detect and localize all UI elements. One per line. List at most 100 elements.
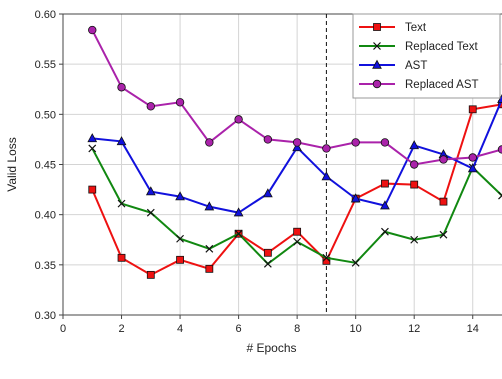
data-point bbox=[410, 160, 419, 169]
marker-stroke bbox=[498, 194, 502, 200]
series-replaced-text bbox=[88, 144, 502, 268]
data-point bbox=[205, 138, 214, 147]
marker-stroke bbox=[351, 258, 360, 267]
data-point bbox=[380, 200, 390, 210]
data-point bbox=[380, 138, 390, 147]
data-point bbox=[146, 102, 155, 111]
data-point bbox=[467, 163, 478, 173]
data-point bbox=[351, 138, 360, 147]
series-ast bbox=[87, 93, 502, 217]
marker-stroke bbox=[381, 227, 389, 236]
data-point bbox=[293, 227, 302, 236]
x-tick-label: 2 bbox=[118, 323, 124, 335]
series-replaced-ast bbox=[88, 25, 502, 169]
data-point bbox=[146, 208, 155, 217]
y-tick-label: 0.50 bbox=[35, 109, 56, 121]
series-text bbox=[88, 100, 502, 279]
data-point bbox=[175, 191, 185, 201]
marker-stroke bbox=[373, 42, 381, 50]
data-point bbox=[468, 105, 477, 114]
data-point bbox=[263, 259, 272, 268]
x-tick-label: 4 bbox=[177, 323, 183, 335]
legend-item: Text bbox=[359, 22, 427, 34]
legend-item: Replaced Text bbox=[359, 41, 478, 53]
data-point bbox=[87, 133, 98, 143]
marker-stroke bbox=[146, 208, 155, 217]
legend-label: Text bbox=[405, 22, 427, 34]
marker-stroke bbox=[88, 144, 97, 153]
data-point bbox=[117, 83, 126, 92]
axes: 0.30 0.35 0.40 0.45 0.50 0.55 0.60 0 2 4 6 8 10 12 14 bbox=[35, 9, 502, 335]
x-tick-label: 6 bbox=[236, 323, 242, 335]
legend-label: Replaced AST bbox=[405, 79, 479, 91]
data-point bbox=[439, 197, 448, 206]
data-point bbox=[381, 227, 389, 236]
data-point bbox=[262, 188, 273, 198]
y-tick-label: 0.55 bbox=[35, 59, 56, 71]
y-tick-label: 0.35 bbox=[35, 260, 56, 272]
data-point bbox=[205, 264, 214, 273]
y-axis-label: Valid Loss bbox=[5, 137, 19, 191]
y-tick-label: 0.45 bbox=[35, 160, 56, 172]
data-point bbox=[322, 253, 331, 262]
marker-stroke bbox=[293, 237, 302, 246]
data-point bbox=[204, 201, 215, 211]
marker-stroke bbox=[322, 253, 331, 262]
data-point bbox=[410, 180, 419, 189]
data-point bbox=[88, 144, 97, 153]
legend: Text Replaced Text AST Replaced AST bbox=[352, 13, 501, 99]
y-tick-label: 0.60 bbox=[35, 9, 56, 21]
data-point bbox=[263, 135, 273, 144]
data-point bbox=[372, 79, 382, 89]
data-point bbox=[117, 199, 126, 208]
data-point bbox=[321, 171, 332, 181]
y-tick-label: 0.40 bbox=[35, 210, 56, 222]
legend-label: AST bbox=[405, 60, 427, 72]
x-tick-label: 14 bbox=[467, 323, 479, 335]
data-point bbox=[351, 258, 360, 267]
data-point bbox=[373, 42, 381, 50]
data-point bbox=[350, 193, 361, 203]
marker-stroke bbox=[263, 259, 272, 268]
data-point bbox=[292, 138, 302, 147]
data-point bbox=[117, 253, 126, 262]
x-tick-label: 10 bbox=[350, 323, 362, 335]
data-point bbox=[322, 144, 331, 153]
series-layer bbox=[87, 25, 502, 279]
legend-item: AST bbox=[359, 59, 427, 72]
x-tick-label: 0 bbox=[60, 323, 66, 335]
y-tick-label: 0.30 bbox=[35, 310, 56, 322]
data-point bbox=[293, 237, 302, 246]
data-point bbox=[146, 270, 155, 279]
data-point bbox=[88, 185, 97, 194]
data-point bbox=[176, 255, 184, 264]
data-point bbox=[145, 186, 156, 196]
data-point bbox=[233, 207, 244, 217]
data-point bbox=[498, 191, 502, 200]
data-point bbox=[372, 59, 382, 69]
data-point bbox=[439, 155, 448, 164]
x-tick-label: 12 bbox=[408, 323, 420, 335]
data-point bbox=[263, 248, 272, 257]
data-point bbox=[381, 179, 389, 188]
x-axis-label: # Epochs bbox=[246, 341, 296, 355]
marker-stroke bbox=[234, 229, 243, 238]
data-point bbox=[234, 229, 243, 238]
data-point bbox=[116, 136, 127, 146]
data-point bbox=[409, 140, 420, 150]
data-point bbox=[176, 234, 184, 243]
data-point bbox=[175, 98, 185, 107]
data-point bbox=[410, 235, 419, 244]
marker-stroke bbox=[498, 191, 502, 197]
data-point bbox=[468, 153, 477, 162]
x-tick-label: 8 bbox=[294, 323, 300, 335]
marker-stroke bbox=[439, 230, 448, 239]
data-point bbox=[439, 230, 448, 239]
legend-item: Replaced AST bbox=[359, 79, 479, 91]
data-point bbox=[497, 145, 502, 154]
data-point bbox=[373, 23, 381, 31]
data-point bbox=[205, 244, 214, 253]
data-point bbox=[234, 115, 243, 124]
data-point bbox=[292, 142, 303, 152]
